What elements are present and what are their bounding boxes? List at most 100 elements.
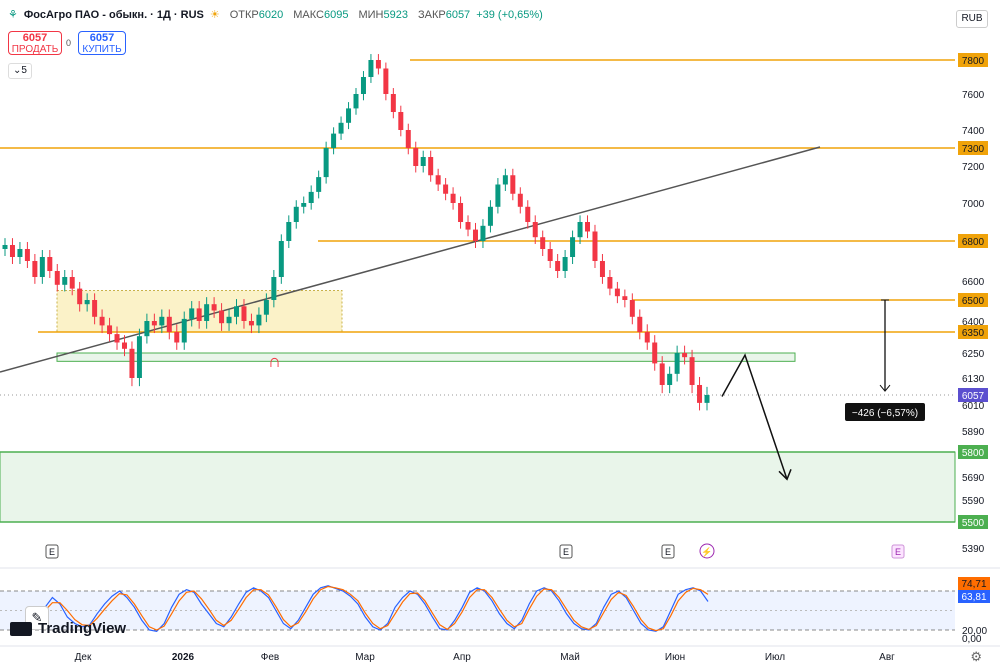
candle-body — [301, 203, 307, 207]
candle-body — [166, 316, 172, 332]
candle-body — [674, 353, 680, 374]
zone-green-0 — [56, 352, 796, 362]
candle-body — [428, 157, 434, 176]
candle-body — [502, 175, 508, 185]
candle-body — [614, 288, 620, 297]
time-axis-label: 2026 — [172, 652, 195, 663]
candle-body — [577, 222, 583, 238]
time-axis-label: Июл — [765, 652, 785, 663]
time-axis-label: Мар — [355, 652, 375, 663]
candle-body — [450, 193, 456, 203]
candle-body — [62, 277, 68, 285]
candle-body — [181, 318, 187, 343]
market-status-icon: ☀ — [209, 9, 220, 21]
level-tag-bg — [958, 515, 988, 529]
earnings-marker: E — [49, 547, 55, 557]
spread-value: 0 — [66, 38, 72, 48]
candle-body — [256, 314, 262, 326]
candle-body — [540, 237, 546, 249]
candle-body — [84, 300, 90, 305]
zone-green-2 — [0, 451, 956, 523]
price-axis-label: 5690 — [962, 473, 985, 484]
candle-body — [219, 310, 225, 324]
time-axis-label: Апр — [453, 652, 471, 663]
chart-header: ⚘ ФосАгро ПАО - обыкн. · 1Д · RUS ☀ ОТКР… — [8, 8, 543, 22]
candle-body — [629, 300, 635, 317]
time-axis-label: Май — [560, 652, 580, 663]
ohlc-high: МАКС6095 — [293, 8, 349, 21]
symbol-icon: ⚘ — [8, 9, 18, 21]
candle-body — [510, 175, 516, 194]
candle-body — [2, 245, 8, 249]
symbol-title[interactable]: ФосАгро ПАО - обыкн. · 1Д · RUS — [23, 8, 204, 21]
currency-button[interactable]: RUB — [956, 10, 988, 28]
indicator-count: 5 — [21, 65, 27, 76]
candle-body — [92, 300, 98, 317]
tradingview-logo-icon — [10, 621, 32, 636]
candle-body — [368, 60, 374, 77]
stoch-d-tag: 74,71 — [961, 579, 986, 590]
candle-body — [189, 308, 195, 319]
candle-body — [532, 222, 538, 238]
time-axis-label: Дек — [75, 652, 92, 663]
level-tag-bg — [958, 325, 988, 339]
candle-body — [226, 316, 232, 324]
level-tag-label: 7800 — [962, 56, 985, 67]
candle-body — [234, 306, 240, 317]
candle-body — [555, 261, 561, 271]
candle-body — [398, 112, 404, 130]
level-tag-bg — [958, 293, 988, 307]
candle-body — [353, 94, 359, 109]
candle-body — [331, 133, 337, 148]
candle-body — [704, 395, 710, 403]
stoch-k-tag: 63,81 — [961, 592, 986, 603]
candle-body — [390, 94, 396, 112]
forecast-path — [721, 353, 788, 480]
candle-body — [24, 249, 30, 261]
sell-price: 6057 — [22, 32, 48, 44]
earnings-marker: E — [563, 547, 569, 557]
level-tag-label: 5500 — [962, 518, 985, 529]
candle-body — [151, 321, 157, 326]
stoch-line-d — [44, 585, 709, 632]
measure-arrowhead — [879, 384, 891, 392]
candle-body — [495, 184, 501, 207]
buy-button[interactable]: 6057 КУПИТЬ — [78, 31, 126, 55]
candle-body — [271, 277, 277, 300]
candle-body — [547, 249, 553, 261]
candle-body — [420, 157, 426, 166]
price-tag-label: 6057 — [962, 391, 985, 402]
candle-body — [99, 316, 105, 326]
dividend-icon — [699, 543, 715, 559]
measure-label-bg — [845, 403, 925, 421]
price-axis-label: 5890 — [962, 427, 985, 438]
candle-body — [159, 316, 165, 326]
candle-body — [525, 206, 531, 222]
candle-body — [682, 353, 688, 358]
candle-body — [592, 231, 598, 261]
candle-body — [383, 68, 389, 94]
candle-body — [121, 342, 127, 349]
gear-icon[interactable]: ⚙ — [970, 649, 982, 664]
future-earnings-bg — [891, 544, 905, 559]
indicators-toggle[interactable]: ⌄5 — [8, 63, 32, 79]
candle-body — [346, 108, 352, 123]
magnet-icon: ∩ — [268, 351, 281, 371]
stoch-line-k — [44, 585, 709, 632]
candle-body — [174, 332, 180, 343]
brand-logo: TradingView — [10, 620, 126, 637]
level-tag-label: 7300 — [962, 144, 985, 155]
candle-body — [585, 222, 591, 232]
price-axis-label: 5590 — [962, 496, 985, 507]
candle-body — [405, 130, 411, 148]
candle-body — [77, 288, 83, 305]
stoch-axis-20: 20,00 — [962, 626, 987, 637]
candle-body — [435, 175, 441, 185]
candle-body — [107, 325, 113, 335]
chevron-down-icon: ⌄ — [13, 65, 22, 76]
sell-button[interactable]: 6057 ПРОДАТЬ — [8, 31, 62, 55]
level-tag-bg — [958, 141, 988, 155]
price-axis-label: 7000 — [962, 199, 985, 210]
earnings-marker-bg — [45, 544, 59, 559]
